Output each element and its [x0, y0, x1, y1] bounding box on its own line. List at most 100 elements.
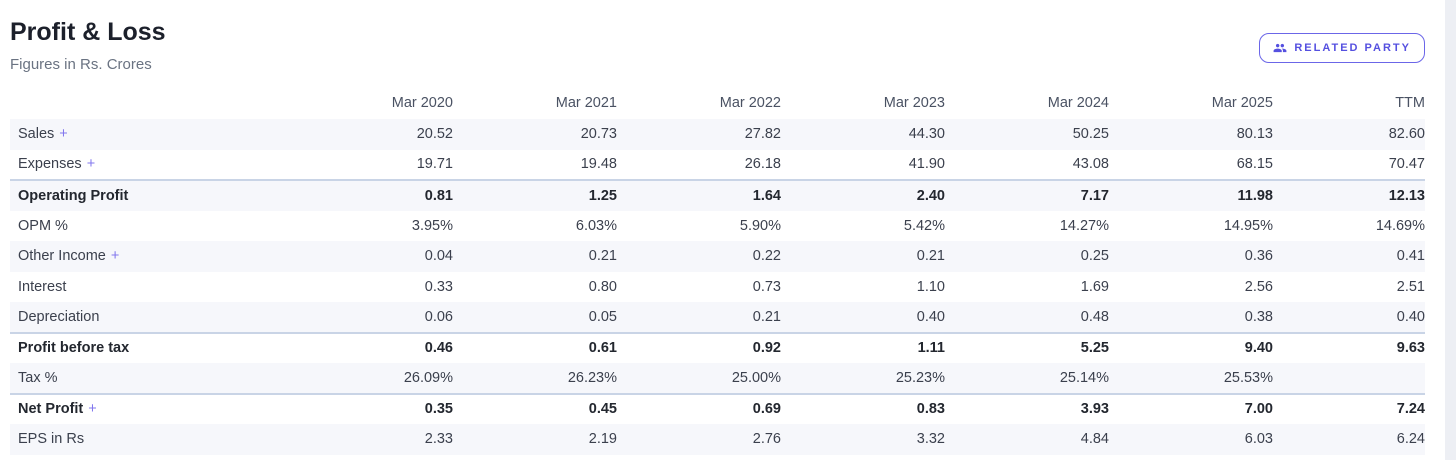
scrollbar-track[interactable] — [1445, 0, 1456, 460]
table-row-expenses[interactable]: Expenses +19.71 19.48 26.18 41.90 43.08 68.15 7… — [10, 150, 1425, 181]
cell-value: 0.38 — [1244, 308, 1273, 325]
cell-value: 25.23% — [895, 369, 945, 386]
column-header: Mar 2025 — [1211, 95, 1273, 111]
cell-value: 0.36 — [1244, 248, 1273, 265]
row-label-net-profit[interactable]: Net Profit + — [10, 394, 289, 425]
cell-value: 2.33 — [424, 431, 453, 448]
column-header: Mar 2021 — [555, 95, 617, 111]
cell-value: 0.05 — [588, 308, 617, 325]
cell-value: 6.03 — [1244, 431, 1273, 448]
cell-value: 27.82 — [744, 126, 781, 143]
table-row-sales[interactable]: Sales +20.52 20.73 27.82 44.30 50.25 80.13 82.6… — [10, 119, 1425, 150]
cell-value: 6.03% — [575, 217, 617, 234]
cell-value: 0.04 — [424, 248, 453, 265]
row-label-opm: OPM % — [10, 211, 289, 242]
table-row-depreciation: Depreciation 0.06 0.05 0.21 0.40 0.48 0.38 0.40 — [10, 302, 1425, 333]
cell-value: 50.25 — [1072, 126, 1109, 143]
cell-value: 68.15 — [1236, 156, 1273, 173]
cell-value: 1.11 — [917, 340, 945, 357]
cell-value: 7.24 — [1396, 401, 1425, 418]
row-label-text: OPM % — [18, 217, 68, 234]
cell-value: 1.25 — [588, 187, 617, 204]
column-header: Mar 2020 — [391, 95, 453, 111]
cell-value: 20.52 — [416, 126, 453, 143]
cell-value — [1273, 363, 1425, 394]
cell-value: 3.32 — [916, 431, 945, 448]
expand-plus-icon: + — [110, 248, 120, 265]
cell-value: 0.81 — [424, 187, 453, 204]
table-row-tax: Tax % 26.09% 26.23% 25.00% 25.23% 25.14% 25.53… — [10, 363, 1425, 394]
cell-value: 0.61 — [588, 340, 617, 357]
row-label-expenses[interactable]: Expenses + — [10, 150, 289, 181]
cell-value: 1.10 — [916, 278, 945, 295]
cell-value: 25.14% — [1059, 369, 1109, 386]
row-label-sales[interactable]: Sales + — [10, 119, 289, 150]
cell-value: 2.40 — [916, 187, 945, 204]
cell-value: 9.63 — [1396, 340, 1425, 357]
row-label-text: Sales — [18, 126, 55, 143]
table-row-profit-before-tax: Profit before tax 0.46 0.61 0.92 1.11 5.25 9.4… — [10, 332, 1425, 364]
row-label-text: Profit before tax — [18, 340, 130, 357]
cell-value: 0.46 — [424, 340, 453, 357]
cell-value: 7.00 — [1244, 401, 1273, 418]
cell-value: 25.00% — [731, 369, 781, 386]
profit-loss-table: Mar 2020 Mar 2021 Mar 2022 Mar 2023 Mar 2024… — [10, 87, 1425, 455]
cell-value: 0.48 — [1080, 308, 1109, 325]
cell-value: 2.51 — [1396, 278, 1425, 295]
table-row-net-profit[interactable]: Net Profit +0.35 0.45 0.69 0.83 3.93 7.00 7.24 — [10, 393, 1425, 425]
cell-value: 0.40 — [916, 308, 945, 325]
column-header-blank — [10, 87, 289, 119]
cell-value: 0.40 — [1396, 308, 1425, 325]
cell-value: 0.83 — [916, 401, 945, 418]
cell-value: 2.19 — [588, 431, 617, 448]
cell-value: 5.42% — [903, 217, 945, 234]
table-row-operating-profit: Operating Profit 0.81 1.25 1.64 2.40 7.17 11.9… — [10, 180, 1425, 211]
cell-value: 0.21 — [752, 308, 781, 325]
expand-plus-icon: + — [86, 156, 96, 173]
people-group-icon — [1273, 41, 1287, 55]
row-label-text: Other Income — [18, 248, 106, 265]
title-block: Profit & Loss Figures in Rs. Crores — [10, 16, 166, 73]
cell-value: 14.95% — [1223, 217, 1273, 234]
row-label-text: Depreciation — [18, 308, 100, 325]
table-row-opm: OPM % 3.95% 6.03% 5.90% 5.42% 14.27% 14.95% 14.… — [10, 211, 1425, 242]
cell-value: 80.13 — [1236, 126, 1273, 143]
cell-value: 2.76 — [752, 431, 781, 448]
cell-value: 1.69 — [1080, 278, 1109, 295]
cell-value: 12.13 — [1388, 187, 1425, 204]
cell-value: 1.64 — [752, 187, 781, 204]
cell-value: 41.90 — [908, 156, 945, 173]
cell-value: 26.23% — [567, 369, 617, 386]
column-header: Mar 2023 — [883, 95, 945, 111]
expand-plus-icon: + — [59, 126, 68, 143]
cell-value: 44.30 — [908, 126, 945, 143]
figures-note: Figures in Rs. Crores — [10, 56, 152, 73]
row-label-text: Interest — [18, 278, 67, 295]
cell-value: 25.53% — [1223, 369, 1273, 386]
cell-value: 14.27% — [1059, 217, 1109, 234]
cell-value: 26.18 — [744, 156, 781, 173]
cell-value: 4.84 — [1080, 431, 1109, 448]
cell-value: 0.45 — [588, 401, 617, 418]
cell-value: 2.56 — [1244, 278, 1273, 295]
page-title: Profit & Loss — [10, 18, 166, 46]
cell-value: 19.48 — [580, 156, 617, 173]
cell-value: 0.25 — [1080, 248, 1109, 265]
cell-value: 5.90% — [739, 217, 781, 234]
row-label-other-income[interactable]: Other Income + — [10, 241, 289, 272]
cell-value: 0.80 — [588, 278, 617, 295]
cell-value: 20.73 — [580, 126, 617, 143]
table-row-other-income[interactable]: Other Income +0.04 0.21 0.22 0.21 0.25 0.36 0.4… — [10, 241, 1425, 272]
cell-value: 82.60 — [1388, 126, 1425, 143]
row-label-eps-in-rs: EPS in Rs — [10, 424, 289, 455]
cell-value: 0.21 — [916, 248, 945, 265]
table-row-eps-in-rs: EPS in Rs 2.33 2.19 2.76 3.32 4.84 6.03 6.24 — [10, 424, 1425, 455]
cell-value: 11.98 — [1237, 187, 1274, 204]
section-header: Profit & Loss Figures in Rs. Crores RELA… — [10, 16, 1425, 73]
row-label-interest: Interest — [10, 272, 289, 303]
related-party-button[interactable]: RELATED PARTY — [1259, 33, 1425, 63]
column-header: Mar 2022 — [719, 95, 781, 111]
row-label-tax: Tax % — [10, 363, 289, 394]
cell-value: 0.92 — [752, 340, 781, 357]
